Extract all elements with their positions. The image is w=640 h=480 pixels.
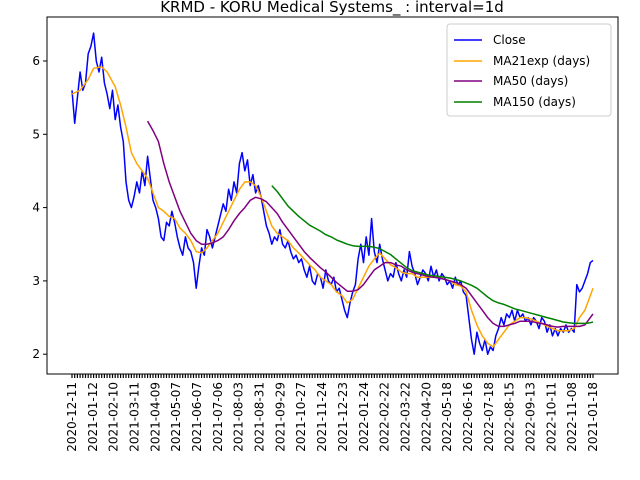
x-tick-label: 2021-02-10 xyxy=(107,382,121,452)
y-tick-label: 4 xyxy=(32,201,40,215)
y-tick-label: 6 xyxy=(32,54,40,68)
x-tick-label: 2021-08-31 xyxy=(253,382,267,452)
x-tick-label: 2021-09-29 xyxy=(273,382,287,452)
y-tick-label: 2 xyxy=(32,347,40,361)
y-tick-label: 5 xyxy=(32,127,40,141)
x-tick-label: 2022-03-22 xyxy=(398,382,412,452)
y-axis: 2 3 4 5 6 xyxy=(32,54,47,361)
x-tick-label: 2021-07-06 xyxy=(211,382,225,452)
x-axis: 2020-12-11 2021-01-12 2021-02-10 2021-03-11… xyxy=(65,374,600,452)
x-tick-label: 2021-12-23 xyxy=(336,382,350,452)
legend-box xyxy=(446,23,612,117)
x-tick-label: 2022-06-16 xyxy=(461,382,475,452)
legend-label-ma150: MA150 (days) xyxy=(493,95,576,109)
x-tick-label: 2022-07-18 xyxy=(482,382,496,452)
x-tick-label: 2022-04-20 xyxy=(419,382,433,452)
x-tick-label: 2022-09-13 xyxy=(523,382,537,452)
y-tick-label: 3 xyxy=(32,274,40,288)
x-tick-label: 2021-03-11 xyxy=(128,382,142,452)
x-tick-label: 2021-08-03 xyxy=(232,382,246,452)
legend: Close MA21exp (days) MA50 (days) MA150 (… xyxy=(446,23,612,117)
x-tick-label: 2021-01-12 xyxy=(86,382,100,452)
x-tick-label: 2022-11-08 xyxy=(565,382,579,452)
x-tick-label: 2021-11-24 xyxy=(315,382,329,452)
series-line-0 xyxy=(71,32,594,355)
x-tick-label: 2022-08-15 xyxy=(503,382,517,452)
x-tick-label: 2020-12-11 xyxy=(65,382,79,452)
legend-label-ma50: MA50 (days) xyxy=(493,74,568,88)
x-tick-label: 2022-10-11 xyxy=(544,382,558,452)
x-tick-label: 2022-01-24 xyxy=(357,382,371,452)
legend-label-close: Close xyxy=(493,33,526,47)
series-lines xyxy=(71,32,594,355)
x-tick-label: 2021-10-27 xyxy=(294,382,308,452)
x-tick-label: 2021-01-18 xyxy=(586,382,600,452)
x-tick-label: 2021-04-09 xyxy=(148,382,162,452)
legend-label-ma21exp: MA21exp (days) xyxy=(493,54,590,68)
x-tick-label: 2021-05-07 xyxy=(169,382,183,452)
x-tick-label: 2021-06-07 xyxy=(190,382,204,452)
series-line-3 xyxy=(271,185,594,325)
x-tick-label: 2022-05-18 xyxy=(440,382,454,452)
series-line-2 xyxy=(146,120,594,328)
chart-title: KRMD - KORU Medical Systems_ : interval=… xyxy=(160,0,504,17)
x-tick-label: 2022-02-22 xyxy=(378,382,392,452)
